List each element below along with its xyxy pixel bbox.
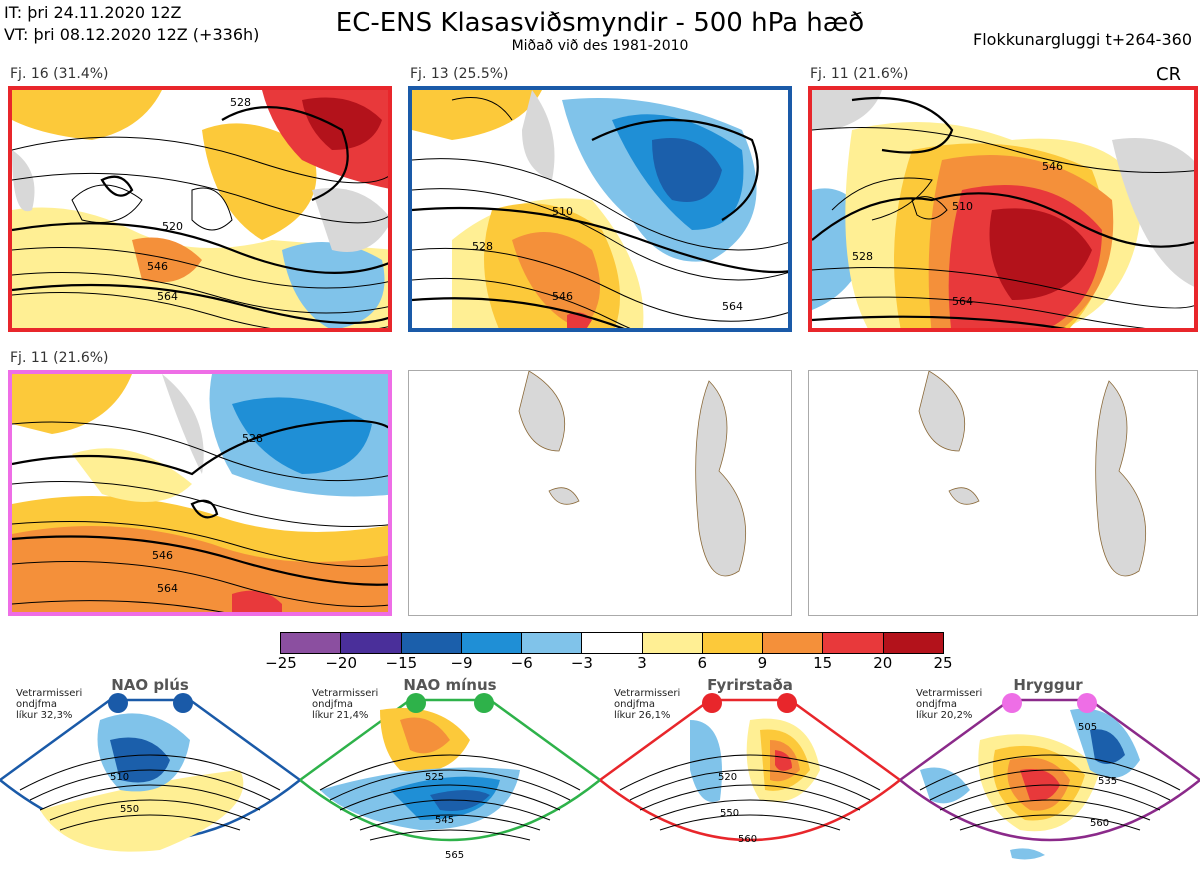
regime-name-ridge: Hryggur [1013,676,1083,694]
empty-map-6 [808,370,1198,616]
regime-probability: líkur 26,1% [614,710,671,721]
colorbar-tick-label: −9 [450,654,473,672]
marker-dot [173,693,193,713]
colorbar-tick-label: −15 [385,654,418,672]
colorbar-segment [822,633,883,653]
initial-time: IT: þri 24.11.2020 12Z [4,3,182,22]
contour-label: 564 [952,295,973,308]
regime-months: ondjfma [312,699,353,710]
cluster-map-2: 510 528 546 564 [408,86,792,332]
regime-markers [108,693,1097,713]
marker-dot [406,693,426,713]
panel-label-1: Fj. 16 (31.4%) [10,66,109,82]
contour-label: 546 [152,549,173,562]
contour-label: 510 [110,772,129,783]
colorbar-segment [882,633,943,653]
marker-dot [474,693,494,713]
page-title: EC-ENS Klasasviðsmyndir - 500 hPa hæð [335,8,865,38]
regime-season: Vetrarmisseri [312,688,379,699]
valid-time: VT: þri 08.12.2020 12Z (+336h) [4,25,260,44]
contour-label: 546 [147,260,168,273]
contour-label: 520 [718,772,737,783]
page-subtitle: Miðað við des 1981-2010 [511,38,689,54]
colorbar-tick-label: 3 [637,654,647,672]
colorbar-tick-label: −20 [325,654,357,672]
contour-label: 560 [738,834,757,845]
cluster-map-1: 520 528 546 564 [8,86,392,332]
colorbar-segment [340,633,401,653]
regime-ridge: 505 535 560 [897,680,1200,871]
regime-season: Vetrarmisseri [16,688,83,699]
cluster-map-3: 510 528 546 564 [808,86,1198,332]
contour-label: 505 [1078,722,1097,733]
regime-probability: líkur 20,2% [916,710,973,721]
regime-months: ondjfma [16,699,57,710]
marker-dot [1002,693,1022,713]
regime-probability: líkur 32,3% [16,710,73,721]
marker-dot [1077,693,1097,713]
colorbar-tick-label: 20 [873,654,893,672]
regime-season: Vetrarmisseri [916,688,983,699]
empty-map-5 [408,370,792,616]
regime-blocking: 520 550 560 [597,680,903,871]
colorbar-tick-label: −25 [265,654,297,672]
colorbar-tick-label: 25 [933,654,953,672]
contour-label: 520 [162,220,183,233]
colorbar-segment [521,633,582,653]
regime-season: Vetrarmisseri [614,688,681,699]
contour-label: 546 [552,290,573,303]
colorbar-tick-label: −3 [570,654,593,672]
colorbar-segment [460,633,522,653]
colorbar-tick-label: 9 [757,654,768,672]
regime-months: ondjfma [614,699,655,710]
contour-label: 528 [472,240,493,253]
contour-label: 546 [1042,160,1063,173]
regime-probability: líkur 21,4% [312,710,369,721]
colorbar-segment [581,633,642,653]
panel-label-3: Fj. 11 (21.6%) [810,66,909,82]
regime-info-4: Vetrarmisseri ondjfma líkur 20,2% [916,688,982,721]
contour-label: 510 [552,205,573,218]
classification-window: Flokkunargluggi t+264-360 [973,30,1192,49]
marker-dot [702,693,722,713]
contour-label: 535 [1098,776,1117,787]
marker-dot [108,693,128,713]
contour-label: 545 [435,815,454,826]
regime-info-3: Vetrarmisseri ondjfma líkur 26,1% [614,688,680,721]
corner-tag: CR [1156,64,1182,85]
colorbar-segment [400,633,461,653]
contour-label: 525 [425,772,444,783]
panel-label-4: Fj. 11 (21.6%) [10,350,109,366]
marker-dot [777,693,797,713]
colorbar-tick-label: −6 [510,654,533,672]
colorbar-segment [762,633,823,653]
colorbar-segment [701,633,763,653]
regime-nao-plus: 510 550 [0,680,303,871]
cluster-map-4: 528 546 564 [8,370,392,616]
regime-months: ondjfma [916,699,957,710]
colorbar-tick-label: 6 [697,654,708,672]
anomaly-colorbar [280,632,944,654]
contour-label: 528 [242,432,263,445]
panel-label-2: Fj. 13 (25.5%) [410,66,509,82]
contour-label: 560 [1090,818,1109,829]
regime-info-1: Vetrarmisseri ondjfma líkur 32,3% [16,688,82,721]
contour-label: 564 [157,582,178,595]
contour-label: 565 [445,850,464,861]
header-info: IT: þri 24.11.2020 12Z VT: þri 08.12.202… [4,2,259,46]
regime-name-blocking: Fyrirstaða [707,676,793,694]
contour-label: 564 [157,290,178,303]
contour-label: 528 [230,96,251,109]
regime-name-nao-plus: NAO plús [111,676,189,694]
contour-label: 528 [852,250,873,263]
colorbar-segment [281,633,341,653]
contour-label: 550 [720,808,739,819]
colorbar-segment [641,633,702,653]
colorbar-tick-label: 15 [813,654,833,672]
contour-label: 510 [952,200,973,213]
contour-label: 550 [120,804,139,815]
regime-name-nao-minus: NAO mínus [403,676,497,694]
contour-label: 564 [722,300,743,313]
regime-info-2: Vetrarmisseri ondjfma líkur 21,4% [312,688,378,721]
